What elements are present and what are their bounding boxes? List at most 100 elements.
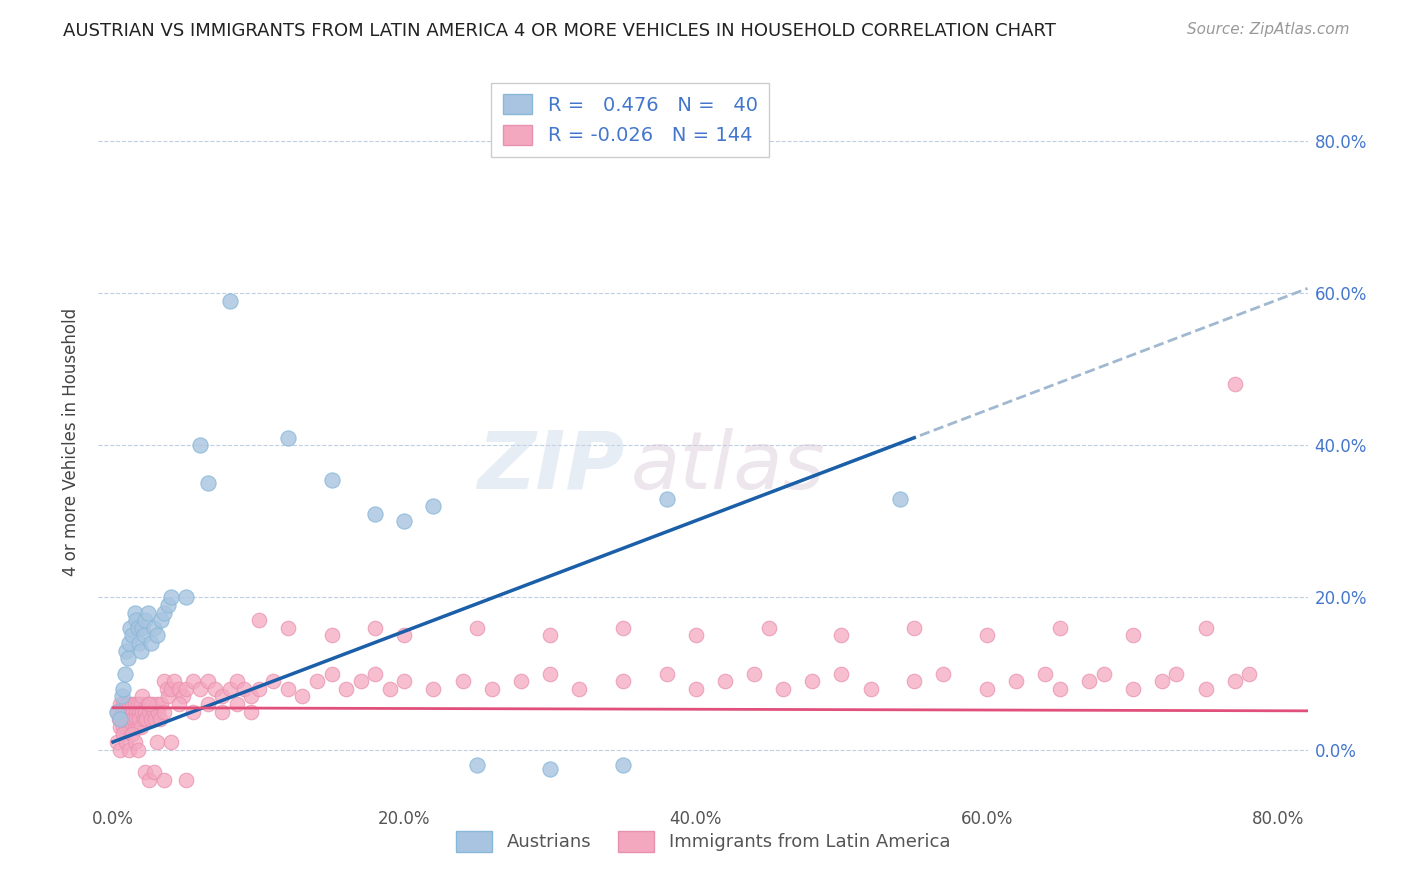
Point — [714, 674, 737, 689]
Point — [1005, 674, 1028, 689]
Point — [120, 712, 142, 726]
Point — [859, 681, 882, 696]
Point — [157, 690, 180, 704]
Point — [174, 591, 197, 605]
Point — [240, 690, 263, 704]
Point — [118, 720, 141, 734]
Point — [742, 666, 765, 681]
Point — [1092, 666, 1115, 681]
Point — [655, 666, 678, 681]
Point — [156, 681, 179, 696]
Point — [142, 621, 165, 635]
Point — [612, 674, 634, 689]
Point — [138, 772, 160, 787]
Point — [160, 681, 183, 696]
Point — [153, 705, 176, 719]
Point — [305, 674, 328, 689]
Point — [134, 765, 156, 780]
Point — [145, 628, 167, 642]
Point — [422, 499, 444, 513]
Point — [150, 697, 173, 711]
Point — [124, 697, 146, 711]
Point — [568, 681, 591, 696]
Point — [394, 674, 416, 689]
Point — [197, 476, 219, 491]
Point — [830, 628, 852, 642]
Point — [218, 293, 240, 308]
Point — [1150, 674, 1173, 689]
Point — [903, 674, 925, 689]
Point — [172, 690, 194, 704]
Point — [1049, 621, 1071, 635]
Point — [120, 621, 142, 635]
Point — [685, 681, 707, 696]
Point — [125, 613, 148, 627]
Point — [422, 681, 444, 696]
Point — [211, 690, 233, 704]
Point — [138, 705, 160, 719]
Point — [110, 742, 132, 756]
Point — [1239, 666, 1261, 681]
Point — [225, 697, 247, 711]
Point — [143, 712, 166, 726]
Point — [110, 720, 132, 734]
Point — [174, 772, 197, 787]
Point — [150, 613, 173, 627]
Point — [197, 697, 219, 711]
Point — [1078, 674, 1101, 689]
Point — [138, 697, 160, 711]
Point — [1166, 666, 1188, 681]
Point — [145, 735, 167, 749]
Point — [127, 697, 149, 711]
Point — [131, 705, 153, 719]
Legend: Austrians, Immigrants from Latin America: Austrians, Immigrants from Latin America — [449, 823, 957, 859]
Point — [111, 690, 134, 704]
Point — [110, 712, 132, 726]
Point — [167, 681, 190, 696]
Point — [758, 621, 780, 635]
Point — [122, 705, 145, 719]
Point — [204, 681, 226, 696]
Point — [115, 735, 138, 749]
Point — [233, 681, 256, 696]
Point — [465, 757, 488, 772]
Point — [127, 720, 149, 734]
Point — [124, 606, 146, 620]
Point — [129, 643, 152, 657]
Point — [225, 674, 247, 689]
Y-axis label: 4 or more Vehicles in Household: 4 or more Vehicles in Household — [62, 308, 80, 575]
Point — [153, 674, 176, 689]
Point — [247, 681, 270, 696]
Point — [134, 613, 156, 627]
Point — [160, 591, 183, 605]
Point — [135, 712, 157, 726]
Point — [139, 712, 162, 726]
Point — [146, 705, 169, 719]
Point — [321, 628, 343, 642]
Point — [364, 621, 387, 635]
Point — [174, 681, 197, 696]
Point — [772, 681, 794, 696]
Point — [211, 705, 233, 719]
Point — [262, 674, 284, 689]
Point — [105, 705, 128, 719]
Point — [181, 674, 204, 689]
Point — [889, 491, 911, 506]
Point — [111, 705, 134, 719]
Point — [110, 697, 132, 711]
Point — [190, 681, 212, 696]
Point — [378, 681, 401, 696]
Point — [136, 606, 159, 620]
Point — [131, 690, 153, 704]
Point — [141, 697, 163, 711]
Point — [121, 720, 143, 734]
Point — [117, 705, 139, 719]
Point — [117, 651, 139, 665]
Point — [190, 438, 212, 452]
Point — [612, 757, 634, 772]
Point — [538, 666, 561, 681]
Point — [932, 666, 955, 681]
Point — [145, 697, 167, 711]
Point — [277, 681, 299, 696]
Point — [132, 628, 155, 642]
